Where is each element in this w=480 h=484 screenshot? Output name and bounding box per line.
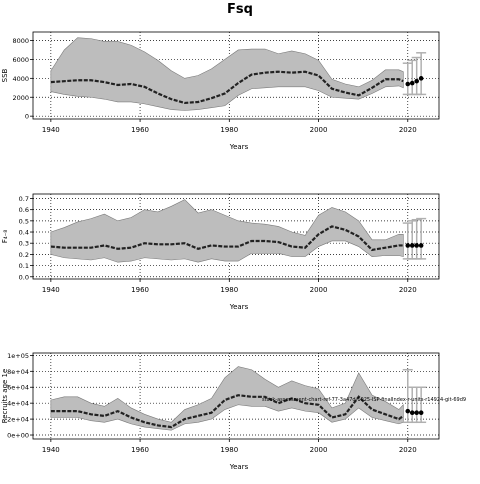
y-tick-label: 0e+00 (7, 432, 29, 440)
y-axis-label: SSB (1, 68, 9, 82)
x-tick-label: 1960 (131, 286, 149, 294)
y-tick-label: 0.3 (19, 240, 29, 248)
y-tick-label: 4e+04 (7, 400, 29, 408)
data-point (418, 243, 424, 248)
plot-footnote: stock-assessment-chart-ref-77-3a47d-1025… (262, 397, 466, 403)
confidence-band (50, 37, 404, 111)
y-tick-label: 0.7 (19, 195, 29, 203)
median-line (50, 70, 404, 105)
y-tick-label: 8000 (12, 37, 29, 45)
x-tick-label: 1940 (42, 286, 60, 294)
x-tick-label: 1980 (220, 286, 238, 294)
y-tick-label: 2000 (12, 94, 29, 102)
x-axis-label: Years (229, 143, 249, 151)
y-tick-label: 8e+04 (7, 368, 29, 376)
ssb-panel: 1940 1960 1980 2000 2020 0 2000 4000 6000 8000 Yea… (1, 31, 440, 151)
data-point (418, 410, 424, 416)
data-point (414, 410, 419, 416)
y-axis-label: F₄₋₈ (1, 230, 9, 244)
x-axis-label: Years (229, 303, 249, 311)
y-tick-label: 1e+05 (7, 352, 29, 360)
x-tick-label: 2020 (399, 446, 417, 454)
y-tick-label: 0.2 (19, 251, 29, 259)
plot-frame (32, 193, 440, 280)
data-point (414, 243, 419, 248)
data-point (418, 76, 424, 81)
data-point (409, 410, 415, 416)
data-point (405, 243, 411, 248)
x-tick-label: 2020 (399, 286, 417, 294)
confidence-band (50, 199, 404, 263)
x-tick-label: 1940 (42, 446, 60, 454)
data-point (405, 408, 411, 414)
y-tick-label: 6000 (12, 56, 29, 64)
y-tick-label: 0.1 (19, 262, 29, 270)
figure-title: Fsq (227, 2, 253, 17)
x-tick-label: 1960 (131, 446, 149, 454)
y-tick-label: 0.4 (19, 229, 29, 237)
y-tick-label: 4000 (12, 75, 29, 83)
y-tick-label: 0.0 (19, 273, 29, 281)
data-point (414, 78, 419, 84)
x-tick-label: 2000 (310, 286, 328, 294)
x-tick-label: 2020 (399, 126, 417, 134)
recruits-panel: 1940 1960 1980 2000 2020 0e+00 2e+04 4e+04 6e+04… (1, 352, 440, 471)
data-point (405, 81, 411, 87)
y-tick-label: 0.6 (19, 206, 29, 214)
y-tick-label: 6e+04 (7, 384, 29, 392)
data-point (409, 80, 415, 86)
y-axis-label: Recruits age 1e (1, 369, 9, 424)
x-axis-label: Years (229, 463, 249, 471)
y-tick-label: 2e+04 (7, 416, 29, 424)
x-tick-label: 2000 (310, 126, 328, 134)
fishing-mortality-panel: 1940 1960 1980 2000 2020 0.0 0.1 0.2 0.3 0.4 0.5 0.… (1, 193, 440, 311)
median-line (50, 225, 404, 252)
y-tick-label: 0.5 (19, 217, 29, 225)
x-tick-label: 1980 (220, 446, 238, 454)
data-point (409, 243, 415, 248)
x-tick-label: 1940 (42, 126, 60, 134)
x-tick-label: 1960 (131, 126, 149, 134)
x-tick-label: 1980 (220, 126, 238, 134)
y-tick-label: 0 (25, 113, 29, 121)
x-tick-label: 2000 (310, 446, 328, 454)
plot-frame (32, 352, 440, 440)
median-line (50, 394, 404, 429)
plot-frame (32, 31, 440, 120)
